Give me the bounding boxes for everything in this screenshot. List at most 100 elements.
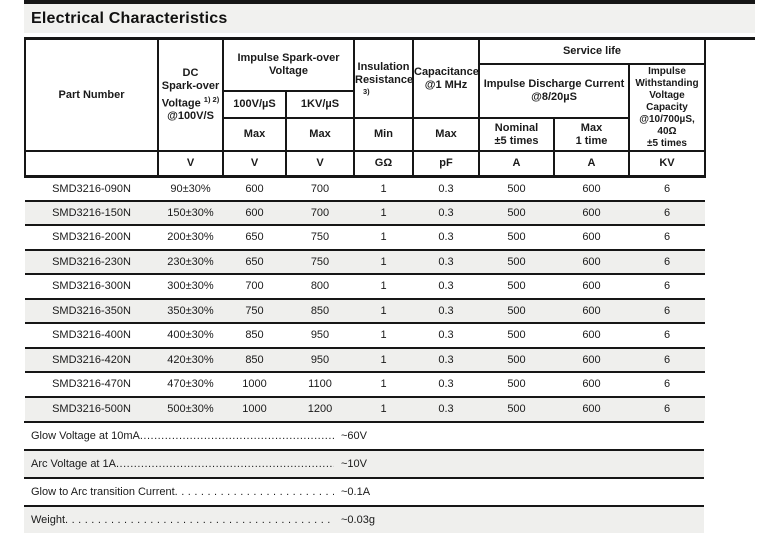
header-insulation-resistance: Insulation Resistance 3) — [353, 40, 414, 119]
table-cell: 600 — [554, 199, 629, 225]
header-min-insulation: Min — [353, 117, 414, 152]
unit-insulation: GΩ — [353, 150, 414, 178]
part-number-cell: SMD3216-500N — [25, 395, 158, 421]
table-cell: 90±30% — [158, 175, 223, 201]
table-cell: 1 — [354, 322, 413, 348]
table-cell: 1200 — [286, 395, 354, 421]
dot-leader — [65, 514, 334, 526]
table-cell: 600 — [223, 199, 286, 225]
table-cell: 700 — [223, 273, 286, 299]
section-title-bar: Electrical Characteristics — [24, 0, 755, 33]
table-cell: 350±30% — [158, 297, 223, 323]
table-cell: 150±30% — [158, 199, 223, 225]
electrical-characteristics-section: Part Number DC Spark-over Voltage 1) 2) … — [24, 40, 706, 533]
table-cell: 600 — [554, 371, 629, 397]
table-cell: 470±30% — [158, 371, 223, 397]
table-cell: 500±30% — [158, 395, 223, 421]
header-max-capacitance: Max — [412, 117, 480, 152]
spec-row-weight: Weight ~0.03g — [24, 505, 704, 533]
header-max-100: Max — [222, 117, 287, 152]
table-row: SMD3216-350N 350±30% 750 850 1 0.3 500 6… — [25, 297, 705, 323]
table-cell: 850 — [223, 346, 286, 372]
table-cell: 0.3 — [413, 395, 479, 421]
table-cell: 500 — [479, 248, 554, 274]
spec-label: Glow to Arc transition Current — [31, 486, 175, 498]
table-cell: 300±30% — [158, 273, 223, 299]
header-rate-100v-us: 100V/µS — [222, 90, 287, 119]
table-cell: 600 — [554, 175, 629, 201]
title-underline — [24, 37, 755, 40]
table-row: SMD3216-470N 470±30% 1000 1100 1 0.3 500… — [25, 371, 705, 397]
table-cell: 750 — [286, 224, 354, 250]
table-cell: 6 — [629, 273, 705, 299]
table-cell: 6 — [629, 322, 705, 348]
table-cell: 1000 — [223, 371, 286, 397]
table-cell: 6 — [629, 199, 705, 225]
table-cell: 500 — [479, 395, 554, 421]
table-cell: 6 — [629, 175, 705, 201]
table-cell: 400±30% — [158, 322, 223, 348]
table-cell: 600 — [223, 175, 286, 201]
table-cell: 1100 — [286, 371, 354, 397]
header-part-number: Part Number — [24, 40, 159, 152]
table-cell: 600 — [554, 297, 629, 323]
table-row: SMD3216-200N 200±30% 650 750 1 0.3 500 6… — [25, 224, 705, 250]
spec-row-glow-voltage: Glow Voltage at 10mA ~60V — [24, 421, 704, 449]
header-max-1k: Max — [285, 117, 355, 152]
table-cell: 1 — [354, 175, 413, 201]
table-cell: 700 — [286, 175, 354, 201]
dot-leader — [140, 430, 334, 442]
units-row: V V V GΩ pF A A KV — [24, 150, 706, 178]
table-cell: 950 — [286, 346, 354, 372]
spec-value: ~0.03g — [341, 514, 375, 526]
table-cell: 6 — [629, 346, 705, 372]
part-number-cell: SMD3216-420N — [25, 346, 158, 372]
table-cell: 1 — [354, 346, 413, 372]
table-cell: 0.3 — [413, 273, 479, 299]
table-cell: 500 — [479, 297, 554, 323]
table-cell: 700 — [286, 199, 354, 225]
table-cell: 500 — [479, 199, 554, 225]
table-row: SMD3216-500N 500±30% 1000 1200 1 0.3 500… — [25, 395, 705, 421]
spec-row-glow-arc-current: Glow to Arc transition Current ~0.1A — [24, 477, 704, 505]
table-row: SMD3216-300N 300±30% 700 800 1 0.3 500 6… — [25, 273, 705, 299]
table-row: SMD3216-230N 230±30% 650 750 1 0.3 500 6… — [25, 248, 705, 274]
part-number-cell: SMD3216-350N — [25, 297, 158, 323]
table-cell: 1 — [354, 395, 413, 421]
spec-value: ~10V — [341, 458, 367, 470]
table-cell: 1000 — [223, 395, 286, 421]
table-cell: 750 — [286, 248, 354, 274]
table-cell: 500 — [479, 273, 554, 299]
table-cell: 800 — [286, 273, 354, 299]
table-cell: 500 — [479, 371, 554, 397]
table-cell: 750 — [223, 297, 286, 323]
table-cell: 6 — [629, 371, 705, 397]
header-service-life: Service life — [478, 40, 706, 65]
table-cell: 1 — [354, 248, 413, 274]
header-dc-sparkover: DC Spark-over Voltage 1) 2) @100V/S — [157, 40, 224, 152]
table-cell: 600 — [554, 346, 629, 372]
table-row: SMD3216-400N 400±30% 850 950 1 0.3 500 6… — [25, 322, 705, 348]
table-cell: 1 — [354, 273, 413, 299]
table-cell: 0.3 — [413, 175, 479, 201]
table-cell: 1 — [354, 224, 413, 250]
part-number-cell: SMD3216-300N — [25, 273, 158, 299]
table-cell: 600 — [554, 273, 629, 299]
table-cell: 0.3 — [413, 322, 479, 348]
footnote-ref-3: 3) — [363, 87, 370, 96]
unit-1kv: V — [285, 150, 355, 178]
table-cell: 6 — [629, 248, 705, 274]
table-cell: 850 — [223, 322, 286, 348]
header-nominal: Nominal ±5 times — [478, 117, 555, 152]
spec-value: ~0.1A — [341, 486, 371, 498]
header-max-1time: Max 1 time — [553, 117, 630, 152]
unit-dc: V — [157, 150, 224, 178]
table-cell: 200±30% — [158, 224, 223, 250]
part-number-cell: SMD3216-200N — [25, 224, 158, 250]
table-cell: 420±30% — [158, 346, 223, 372]
table-cell: 230±30% — [158, 248, 223, 274]
part-number-cell: SMD3216-470N — [25, 371, 158, 397]
table-cell: 1 — [354, 297, 413, 323]
spec-label: Arc Voltage at 1A — [31, 458, 116, 470]
part-number-cell: SMD3216-150N — [25, 199, 158, 225]
